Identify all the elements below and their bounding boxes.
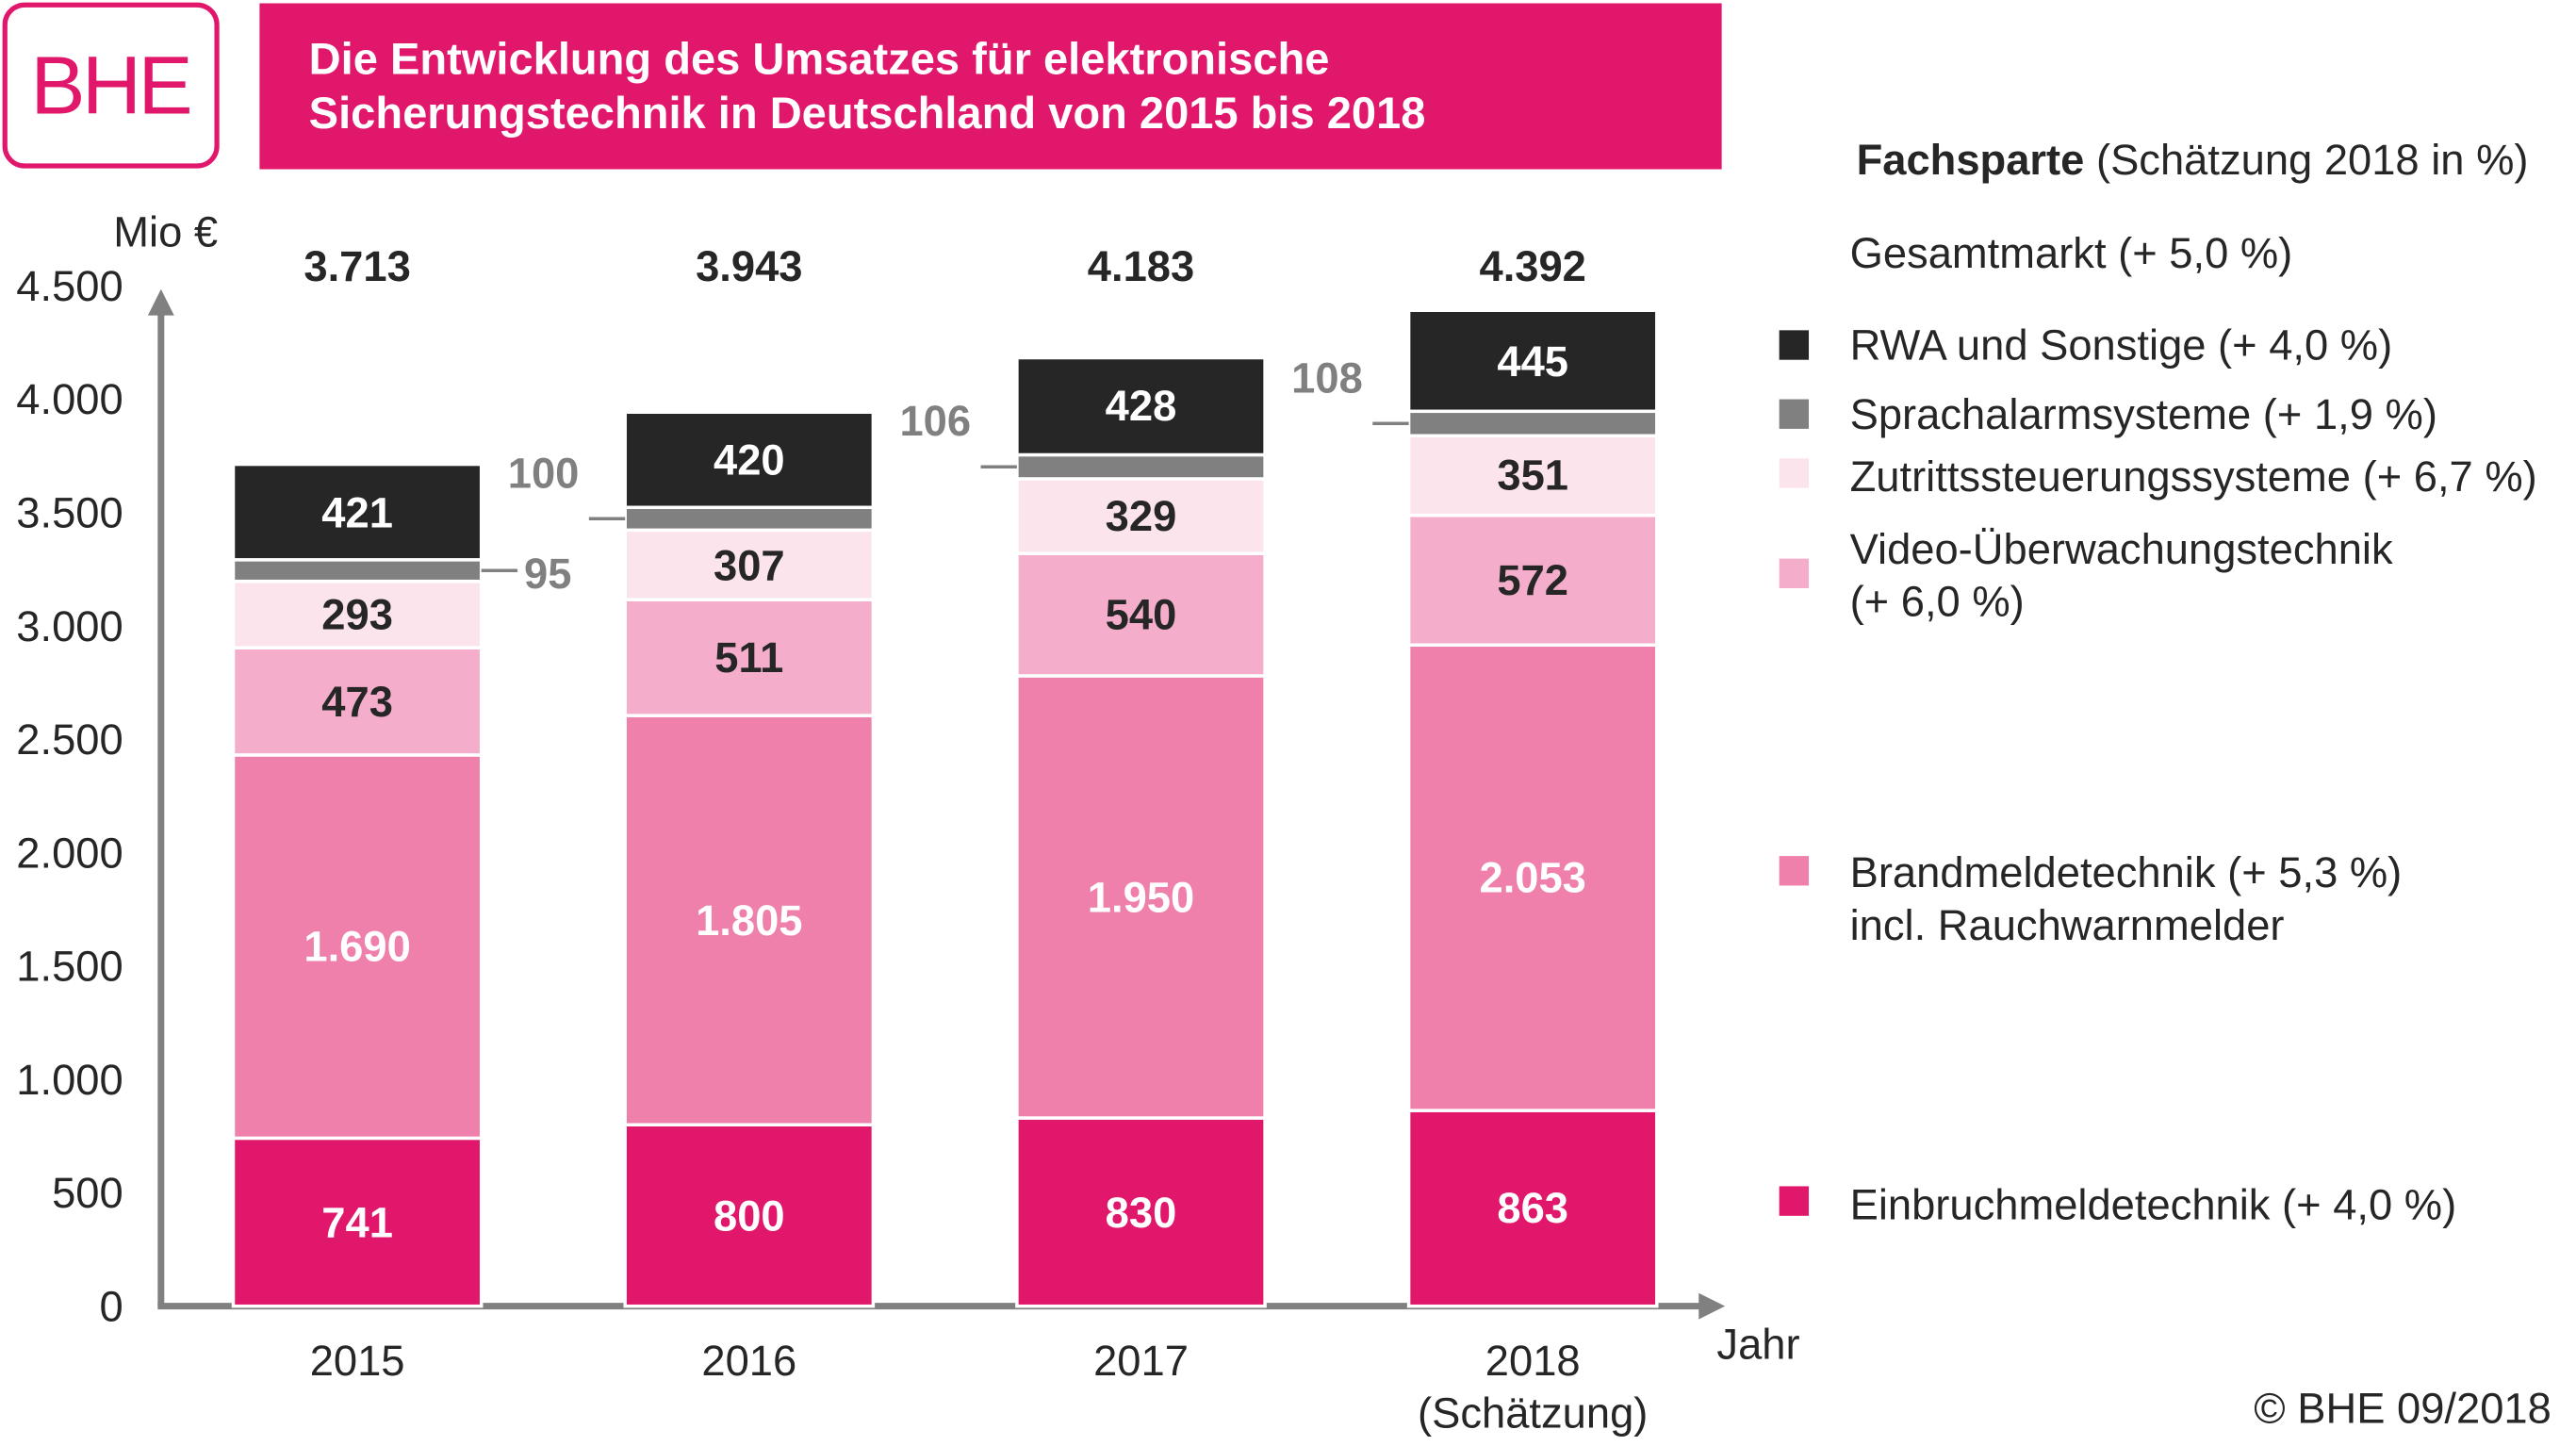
legend-total: Gesamtmarkt (+ 5,0 %) [1849, 228, 2293, 278]
bar-value-label: 420 [713, 435, 785, 485]
bar-value-label: 95 [524, 549, 572, 599]
bar-segment [623, 410, 876, 510]
bar-value-label: 1.690 [304, 922, 411, 972]
bar-segment [623, 598, 876, 717]
legend-swatch [1779, 330, 1810, 360]
legend-swatch [1779, 399, 1810, 429]
title-banner [259, 3, 1722, 170]
bar-value-label: 2.053 [1479, 853, 1586, 903]
bar-segment [231, 579, 484, 649]
y-tick-label: 500 [52, 1168, 123, 1218]
legend-label: Brandmeldetechnik (+ 5,3 %) incl. Rauchw… [1849, 847, 2403, 950]
legend-swatch [1779, 856, 1810, 886]
bar-segment [231, 558, 484, 583]
bar-value-label: 1.950 [1087, 872, 1195, 922]
bar-segment [1015, 1116, 1267, 1308]
bar-segment [231, 646, 484, 757]
bar-value-label: 421 [321, 487, 393, 537]
bar-value-label: 540 [1105, 589, 1177, 640]
bar-value-label: 329 [1105, 491, 1177, 541]
bar-segment [1015, 452, 1267, 481]
total-label: 4.392 [1479, 241, 1586, 291]
bar-segment [1406, 434, 1659, 518]
bar-value-label: 511 [714, 633, 784, 682]
logo: BHE [30, 39, 192, 132]
y-tick-label: 0 [99, 1281, 123, 1331]
chart-title: Die Entwicklung des Umsatzes für elektro… [308, 34, 1426, 139]
bar-segment [1015, 674, 1267, 1120]
bar-value-label: 473 [321, 676, 393, 727]
bar-segment [1406, 643, 1659, 1112]
bar-value-label: 100 [507, 448, 580, 498]
bar-value-label: 445 [1497, 336, 1569, 386]
copyright: © BHE 09/2018 [2254, 1383, 2551, 1433]
x-tick-label: 2018 (Schätzung) [1418, 1336, 1649, 1438]
legend-label: Zutrittssteuerungssysteme (+ 6,7 %) [1849, 452, 2537, 501]
legend-swatch [1779, 458, 1810, 488]
legend-title: Fachsparte [1856, 134, 2085, 185]
y-tick-label: 4.500 [16, 261, 123, 311]
bar-value-label: 106 [899, 396, 972, 446]
x-axis-arrow [1698, 1292, 1726, 1320]
bar-value-label: 293 [321, 589, 393, 640]
total-label: 3.943 [696, 241, 803, 291]
bar-value-label: 800 [713, 1191, 785, 1241]
y-tick-label: 3.500 [16, 487, 123, 537]
bar-value-label: 572 [1497, 555, 1569, 605]
bar-value-label: 1.805 [696, 896, 803, 945]
bar-value-label: 307 [713, 540, 785, 590]
x-tick-label: 2016 [701, 1336, 797, 1386]
y-tick-label: 3.000 [16, 600, 123, 651]
legend-header: Fachsparte (Schätzung 2018 in %) [1857, 133, 2529, 186]
bar-value-label: 108 [1291, 353, 1363, 403]
bar-segment [231, 753, 484, 1141]
y-tick-label: 2.000 [16, 828, 123, 878]
legend-swatch [1779, 1186, 1810, 1216]
bar-segment [623, 505, 876, 533]
legend-subtitle: (Schätzung 2018 in %) [2095, 134, 2529, 185]
bar-value-label: 741 [321, 1197, 393, 1247]
y-tick-label: 1.000 [16, 1054, 123, 1105]
logo-box [2, 2, 220, 169]
legend-label: Einbruchmeldetechnik (+ 4,0 %) [1849, 1179, 2457, 1229]
bar-value-label: 830 [1105, 1187, 1177, 1237]
y-axis-arrow [147, 288, 174, 316]
bar-segment [623, 714, 876, 1126]
bar-segment [623, 1123, 876, 1308]
legend-swatch [1779, 558, 1810, 588]
x-tick-label: 2015 [309, 1336, 405, 1386]
bar-value-label: 428 [1105, 381, 1177, 432]
bar-segment [1015, 477, 1267, 555]
bar-segment [623, 528, 876, 601]
x-tick-label: 2017 [1093, 1336, 1189, 1386]
total-label: 3.713 [304, 241, 411, 291]
bar-segment [1406, 308, 1659, 414]
y-tick-label: 2.500 [16, 715, 123, 764]
x-axis-label: Jahr [1716, 1319, 1800, 1369]
bar-segment [1406, 409, 1659, 438]
legend-label: RWA und Sonstige (+ 4,0 %) [1849, 320, 2393, 370]
bar-segment [231, 462, 484, 562]
y-axis-label: Mio € [113, 206, 219, 256]
bar-value-label: 351 [1497, 451, 1569, 501]
total-label: 4.183 [1087, 241, 1195, 291]
bar-segment [1015, 355, 1267, 457]
y-tick-label: 1.500 [16, 941, 123, 992]
bar-value-label: 863 [1497, 1183, 1569, 1233]
legend-label: Sprachalarmsysteme (+ 1,9 %) [1849, 389, 2437, 439]
y-tick-label: 4.000 [16, 374, 123, 424]
legend-label: Video-Überwachungstechnik (+ 6,0 %) [1849, 524, 2393, 627]
bar-segment [1015, 551, 1267, 678]
